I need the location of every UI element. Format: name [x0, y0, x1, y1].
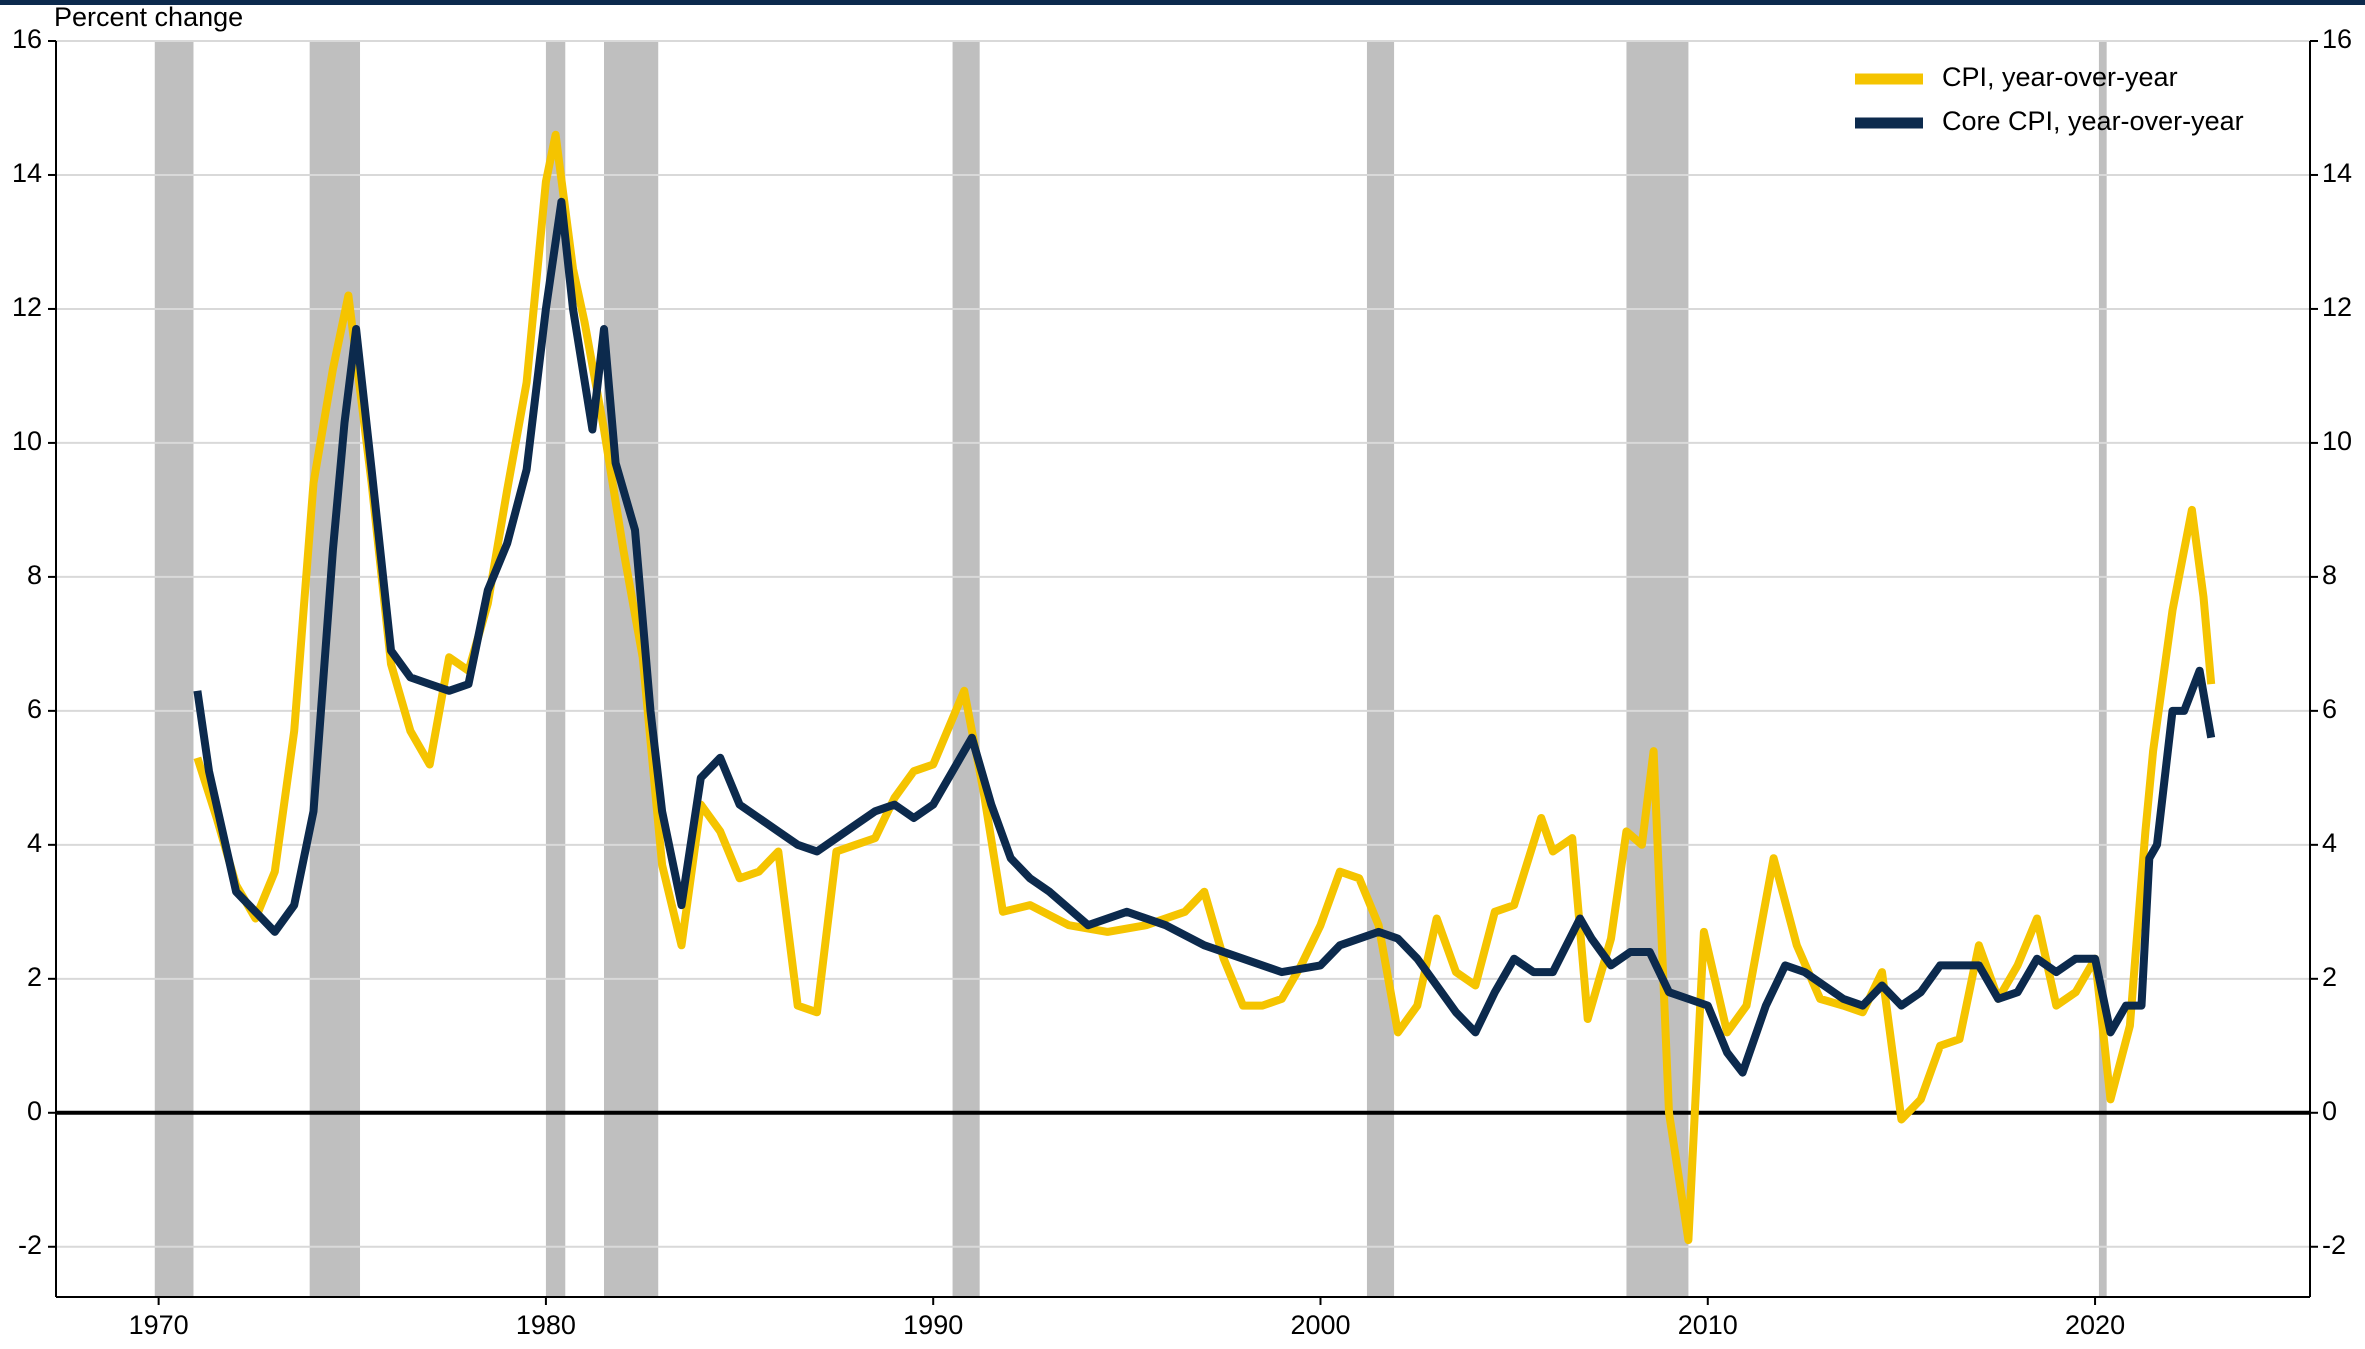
x-tick-label: 2000 [1290, 1310, 1350, 1340]
recession-band [1366, 41, 1395, 1297]
y-tick-label: 4 [27, 828, 42, 858]
y2-tick-label: -2 [2322, 1230, 2346, 1260]
y2-tick-label: 14 [2322, 158, 2352, 188]
x-tick-label: 1980 [516, 1310, 576, 1340]
x-tick-label: 2020 [2065, 1310, 2125, 1340]
y-tick-label: 0 [27, 1096, 42, 1126]
top-bar [0, 0, 2365, 5]
series-line [193, 130, 2216, 1245]
y2-tick-label: 2 [2322, 962, 2337, 992]
legend-label: CPI, year-over-year [1942, 62, 2178, 92]
y2-tick-label: 4 [2322, 828, 2337, 858]
series-line [193, 197, 2216, 1077]
y-tick-label: 10 [12, 426, 42, 456]
y-tick-label: -2 [18, 1230, 42, 1260]
x-tick-label: 1990 [903, 1310, 963, 1340]
legend-label: Core CPI, year-over-year [1942, 106, 2244, 136]
y2-tick-label: 0 [2322, 1096, 2337, 1126]
y-tick-label: 6 [27, 694, 42, 724]
y-tick-label: 2 [27, 962, 42, 992]
recession-band [952, 41, 980, 1297]
recession-band [154, 41, 194, 1297]
y2-tick-label: 6 [2322, 694, 2337, 724]
x-tick-label: 1970 [129, 1310, 189, 1340]
recession-band [2098, 41, 2107, 1297]
recession-band [309, 41, 361, 1297]
y-tick-label: 8 [27, 560, 42, 590]
y2-tick-label: 8 [2322, 560, 2337, 590]
y-tick-label: 14 [12, 158, 42, 188]
x-tick-label: 2010 [1678, 1310, 1738, 1340]
recession-band [545, 41, 566, 1297]
y2-tick-label: 10 [2322, 426, 2352, 456]
y-axis-label: Percent change [54, 2, 243, 32]
y2-tick-label: 16 [2322, 24, 2352, 54]
recession-band [1626, 41, 1689, 1297]
y2-tick-label: 12 [2322, 292, 2352, 322]
y-tick-label: 12 [12, 292, 42, 322]
y-tick-label: 16 [12, 24, 42, 54]
